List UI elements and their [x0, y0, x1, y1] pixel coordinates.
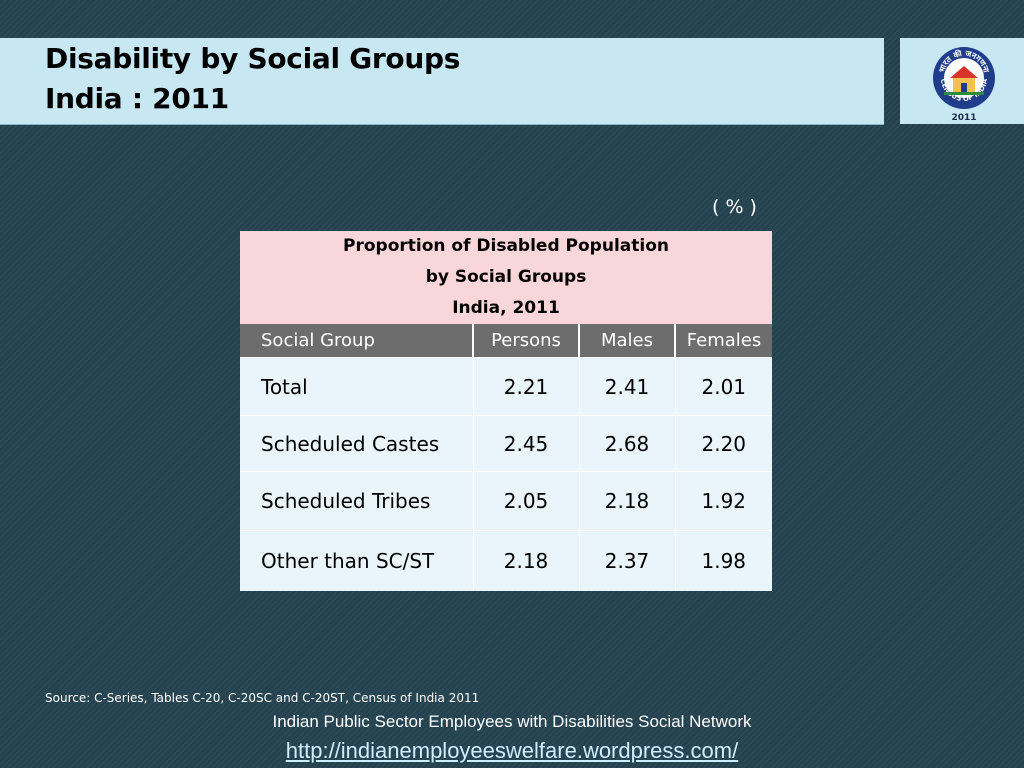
table-caption: Proportion of Disabled Population by Soc… [240, 231, 772, 324]
unit-label: ( % ) [712, 196, 757, 218]
title-bar: Disability by Social Groups India : 2011 [0, 38, 884, 125]
cell-persons: 2.45 [472, 415, 579, 472]
table-row: Total 2.21 2.41 2.01 [240, 357, 772, 416]
column-header-males: Males [578, 324, 675, 358]
cell-females: 1.98 [674, 530, 772, 591]
footer-network-name: Indian Public Sector Employees with Disa… [272, 712, 752, 731]
disability-table: Proportion of Disabled Population by Soc… [240, 231, 772, 591]
cell-social-group: Scheduled Castes [240, 415, 473, 472]
cell-males: 2.68 [578, 415, 675, 472]
cell-males: 2.18 [578, 471, 675, 531]
table-caption-line-1: Proportion of Disabled Population [343, 236, 669, 256]
slide-subtitle: India : 2011 [45, 82, 229, 115]
census-of-india-emblem-icon: भारत की जनगणना CENSUS OF INDIA 2011 [933, 47, 995, 123]
cell-males: 2.37 [578, 530, 675, 591]
table-row: Scheduled Castes 2.45 2.68 2.20 [240, 415, 772, 472]
table-header-row: Social Group Persons Males Females [240, 324, 772, 358]
cell-persons: 2.21 [472, 357, 579, 416]
cell-females: 2.20 [674, 415, 772, 472]
footer-blog-link[interactable]: http://indianemployeeswelfare.wordpress.… [285, 738, 739, 763]
source-note: Source: C-Series, Tables C-20, C-20SC an… [45, 691, 480, 705]
table-row: Other than SC/ST 2.18 2.37 1.98 [240, 530, 772, 591]
column-header-females: Females [674, 324, 772, 358]
cell-persons: 2.18 [472, 530, 579, 591]
cell-social-group: Other than SC/ST [240, 530, 473, 591]
table-caption-line-3: India, 2011 [452, 298, 560, 318]
cell-persons: 2.05 [472, 471, 579, 531]
cell-females: 2.01 [674, 357, 772, 416]
cell-social-group: Total [240, 357, 473, 416]
cell-males: 2.41 [578, 357, 675, 416]
column-header-social-group: Social Group [240, 324, 473, 358]
table-row: Scheduled Tribes 2.05 2.18 1.92 [240, 471, 772, 531]
logo-year: 2011 [951, 113, 976, 123]
slide-title: Disability by Social Groups [45, 42, 461, 75]
cell-females: 1.92 [674, 471, 772, 531]
column-header-persons: Persons [472, 324, 579, 358]
cell-social-group: Scheduled Tribes [240, 471, 473, 531]
table-caption-line-2: by Social Groups [425, 267, 587, 287]
census-logo: भारत की जनगणना CENSUS OF INDIA 2011 [900, 38, 1024, 124]
